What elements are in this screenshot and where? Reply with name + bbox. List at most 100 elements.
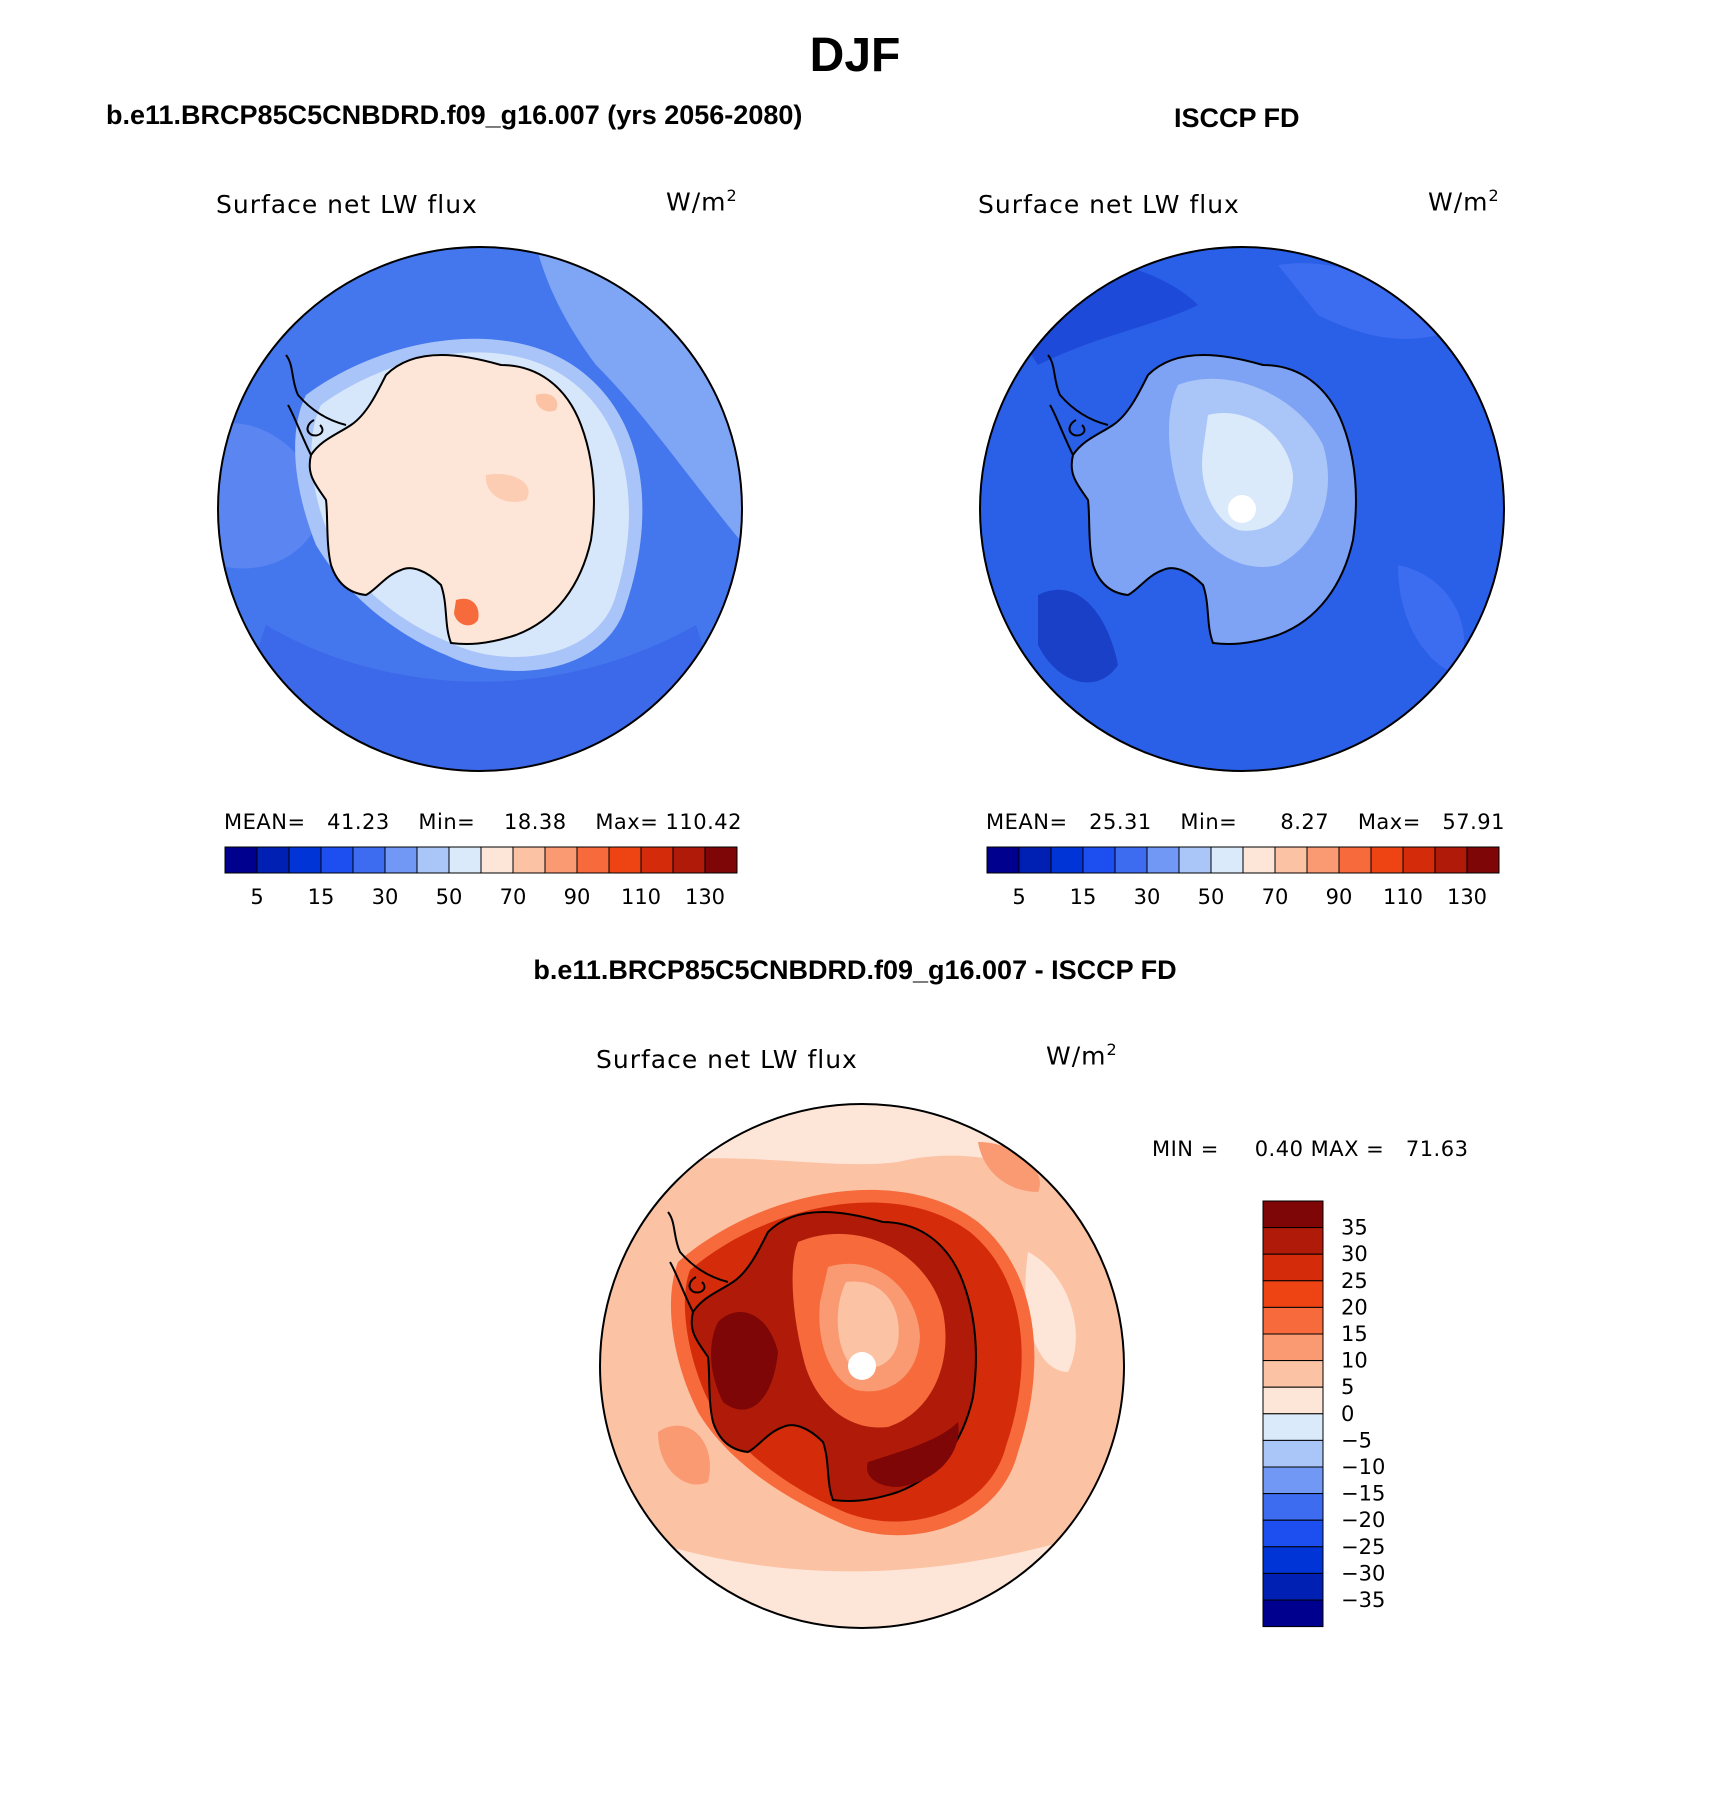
colorbar-box (416, 846, 450, 874)
colorbar-box (1262, 1546, 1324, 1574)
colorbar-box (1262, 1227, 1324, 1255)
colorbar-tick-label: 90 (1326, 885, 1353, 908)
obs-stats: MEAN= 25.31 Min= 8.27 Max= 57.91 (986, 810, 1505, 834)
colorbar-box (1262, 1386, 1324, 1415)
colorbar-tick-label: 90 (564, 885, 591, 908)
colorbar-box (1338, 846, 1372, 874)
colorbar-box (1370, 846, 1404, 874)
colorbar-tick-label: 30 (372, 885, 399, 908)
figure-title: DJF (809, 29, 901, 82)
colorbar-tick-label: 30 (1341, 1242, 1368, 1266)
colorbar-box (480, 846, 514, 874)
colorbar-tick-label: −5 (1341, 1428, 1372, 1452)
colorbar-tick-label: 15 (1070, 885, 1097, 908)
colorbar-box (1262, 1360, 1324, 1388)
colorbar-tick-label: 70 (1262, 885, 1289, 908)
colorbar-box (1082, 846, 1116, 874)
colorbar-box (1262, 1439, 1324, 1468)
model-colorbar: 5 15 30 50 70 90 110 130 (224, 846, 738, 908)
model-antarctica (308, 354, 595, 646)
colorbar-box (1262, 1493, 1324, 1521)
colorbar-box (352, 846, 386, 874)
colorbar-box (1262, 1306, 1324, 1335)
diff-variable-label: Surface net LW flux (596, 1045, 858, 1074)
colorbar-box (1262, 1466, 1324, 1495)
colorbar-tick-label: 25 (1341, 1269, 1368, 1293)
colorbar-tick-label: 5 (1012, 885, 1025, 908)
colorbar-tick-label: 110 (1383, 885, 1423, 908)
colorbar-tick-label: 0 (1341, 1402, 1354, 1426)
colorbar-box (986, 846, 1020, 874)
colorbar-tick-label: 10 (1341, 1349, 1368, 1373)
colorbar-tick-label: −25 (1341, 1535, 1385, 1559)
diff-pole-mask (848, 1352, 876, 1380)
colorbar-tick-label: 50 (1198, 885, 1225, 908)
colorbar-box (1114, 846, 1148, 874)
colorbar-tick-label: 5 (1341, 1375, 1354, 1399)
colorbar-tick-label: 35 (1341, 1216, 1368, 1240)
model-variable-label: Surface net LW flux (216, 190, 478, 219)
obs-units: W/m2 (1428, 186, 1500, 217)
colorbar-box (1262, 1200, 1324, 1229)
colorbar-tick-label: 5 (250, 885, 263, 908)
colorbar-box (448, 846, 482, 874)
colorbar-box (640, 846, 674, 874)
colorbar-box (1262, 1333, 1324, 1362)
diff-units: W/m2 (1046, 1040, 1118, 1071)
colorbar-box (384, 846, 418, 874)
colorbar-box (1434, 846, 1468, 874)
colorbar-tick-label: −30 (1341, 1561, 1385, 1585)
colorbar-tick-label: 130 (685, 885, 725, 908)
colorbar-box (288, 846, 322, 874)
colorbar-box (576, 846, 610, 874)
colorbar-box (1262, 1572, 1324, 1601)
colorbar-box (1262, 1519, 1324, 1548)
colorbar-box (1466, 846, 1500, 874)
colorbar-tick-label: −35 (1341, 1588, 1385, 1612)
colorbar-box (1306, 846, 1340, 874)
colorbar-box (256, 846, 290, 874)
colorbar-tick-label: −20 (1341, 1508, 1385, 1532)
colorbar-box (1274, 846, 1308, 874)
colorbar-box (320, 846, 354, 874)
colorbar-tick-label: 15 (1341, 1322, 1368, 1346)
colorbar-box (1262, 1413, 1324, 1441)
colorbar-box (224, 846, 258, 874)
colorbar-tick-label: 110 (621, 885, 661, 908)
colorbar-box (704, 846, 738, 874)
colorbar-box (1402, 846, 1436, 874)
colorbar-tick-label: 70 (500, 885, 527, 908)
colorbar-tick-label: 20 (1341, 1295, 1368, 1319)
colorbar-box (544, 846, 578, 874)
colorbar-box (512, 846, 546, 874)
colorbar-box (672, 846, 706, 874)
model-polar-map (217, 246, 743, 772)
colorbar-box (1050, 846, 1084, 874)
colorbar-tick-label: 130 (1447, 885, 1487, 908)
obs-pole-mask (1228, 495, 1256, 523)
model-units: W/m2 (666, 186, 738, 217)
colorbar-box (1018, 846, 1052, 874)
colorbar-box (1242, 846, 1276, 874)
diff-case-title: b.e11.BRCP85C5CNBDRD.f09_g16.007 - ISCCP… (533, 955, 1177, 985)
colorbar-tick-label: 30 (1134, 885, 1161, 908)
colorbar-tick-label: 15 (308, 885, 335, 908)
colorbar-box (1146, 846, 1180, 874)
colorbar-box (1262, 1253, 1324, 1282)
obs-colorbar: 5 15 30 50 70 90 110 130 (986, 846, 1500, 908)
colorbar-box (1178, 846, 1212, 874)
colorbar-box (1210, 846, 1244, 874)
obs-variable-label: Surface net LW flux (978, 190, 1240, 219)
colorbar-box (1262, 1280, 1324, 1308)
colorbar-tick-label: −15 (1341, 1482, 1385, 1506)
model-case-title: b.e11.BRCP85C5CNBDRD.f09_g16.007 (yrs 20… (106, 100, 803, 130)
colorbar-box (608, 846, 642, 874)
colorbar-box (1262, 1599, 1324, 1628)
obs-polar-map (979, 246, 1505, 772)
diff-stats: MIN = 0.40 MAX = 71.63 (1152, 1137, 1469, 1161)
diff-polar-map (599, 1103, 1125, 1629)
colorbar-tick-label: 50 (436, 885, 463, 908)
colorbar-tick-label: −10 (1341, 1455, 1385, 1479)
obs-case-title: ISCCP FD (1174, 103, 1300, 133)
